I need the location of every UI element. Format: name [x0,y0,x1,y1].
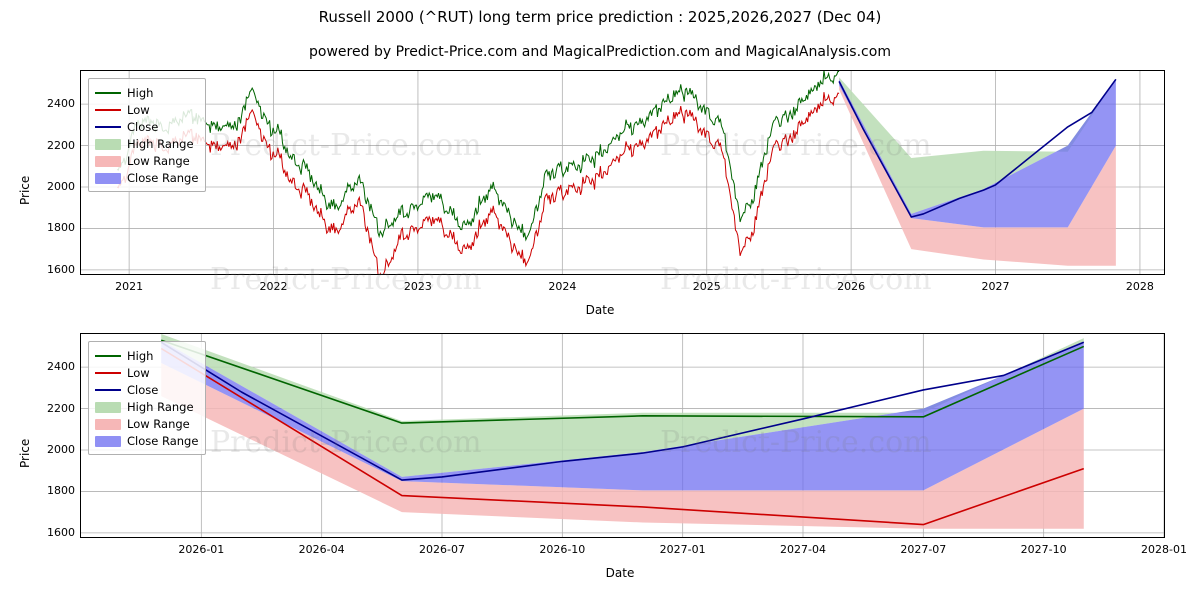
legend-item-low: Low [95,101,198,118]
legend-item-close-range: Close Range [95,432,198,449]
x-tick-label: 2026-01 [178,543,225,556]
y-tick-label: 2400 [47,97,75,111]
legend-item-label: High [127,85,154,100]
x-axis-label-bottom: Date [605,566,635,580]
legend-swatch-icon [95,418,121,430]
legend-swatch-icon [95,401,121,413]
legend-item-label: Low [127,365,150,380]
x-tick-label: 2028 [1125,280,1154,293]
legend-item-high: High [95,347,198,364]
legend-item-close: Close [95,381,198,398]
y-tick-label: 1800 [47,484,75,498]
y-tick-label: 1600 [47,262,75,276]
legend-swatch-icon [95,87,121,99]
x-tick-label: 2024 [548,280,577,293]
y-axis-label-top: Price [18,175,32,205]
x-axis-label-top: Date [585,303,615,317]
legend-item-label: Close [127,382,159,397]
x-tick-label: 2027-07 [900,543,947,556]
x-tick-label: 2023 [403,280,432,293]
legend-item-low-range: Low Range [95,415,198,432]
chart-canvas-top [81,71,1164,274]
legend-swatch-icon [95,138,121,150]
chart-panel-top [80,70,1165,275]
legend-swatch-icon [95,172,121,184]
y-tick-label: 2200 [47,138,75,152]
legend-swatch-icon [95,367,121,379]
legend-swatch-icon [95,384,121,396]
legend-item-label: Close Range [127,433,199,448]
x-tick-label: 2026-10 [539,543,586,556]
legend-swatch-icon [95,155,121,167]
legend-item-high-range: High Range [95,398,198,415]
legend-item-close-range: Close Range [95,169,198,186]
legend-item-label: High [127,348,154,363]
y-tick-label: 2400 [47,360,75,374]
y-tick-label: 2000 [47,443,75,456]
x-tick-label: 2025 [692,280,721,293]
chart-canvas-bottom [81,334,1164,537]
legend-swatch-icon [95,104,121,116]
legend-item-close: Close [95,118,198,135]
x-tick-label: 2026-07 [419,543,465,556]
legend-item-label: Close Range [127,170,199,185]
x-tick-label: 2027 [981,280,1010,293]
legend-item-label: High Range [127,399,194,414]
y-axis-label-bottom: Price [18,438,32,468]
chart-panel-bottom [80,333,1165,538]
legend-item-high: High [95,84,198,101]
x-tick-label: 2026 [837,280,866,293]
legend-item-low: Low [95,364,198,381]
legend-item-label: Low Range [127,416,190,431]
legend-bottom: High Low Close High Range Low Range Close Ran… [88,341,207,455]
page-subtitle: powered by Predict-Price.com and Magical… [309,44,891,60]
legend-item-label: Low Range [127,153,190,168]
y-tick-label: 1600 [47,525,75,539]
legend-item-high-range: High Range [95,135,198,152]
x-tick-label: 2027-01 [659,543,706,556]
x-tick-label: 2028-01 [1141,543,1187,556]
legend-item-low-range: Low Range [95,152,198,169]
legend-swatch-icon [95,350,121,362]
y-tick-label: 2200 [47,401,75,415]
x-tick-label: 2022 [259,280,288,293]
x-tick-label: 2027-04 [780,543,826,556]
x-tick-label: 2027-10 [1020,543,1067,556]
y-tick-label: 1800 [47,221,75,235]
page-title: Russell 2000 (^RUT) long term price pred… [318,8,882,26]
legend-item-label: High Range [127,136,194,151]
x-tick-label: 2021 [115,280,144,293]
legend-swatch-icon [95,435,121,447]
legend-top: High Low Close High Range Low Range Close Ran… [88,78,207,192]
legend-item-label: Close [127,119,159,134]
y-tick-label: 2000 [47,180,75,193]
legend-item-label: Low [127,102,150,117]
legend-swatch-icon [95,121,121,133]
x-tick-label: 2026-04 [298,543,345,556]
